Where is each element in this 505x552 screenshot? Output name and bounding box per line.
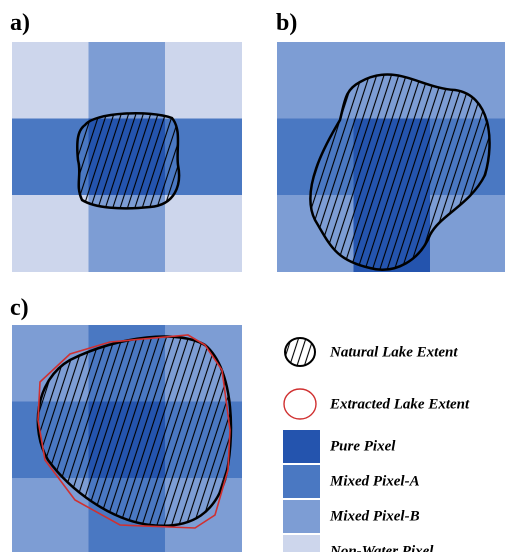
panel-label: b) xyxy=(276,10,297,36)
pixel xyxy=(277,42,354,119)
lake-extent xyxy=(76,112,181,210)
pixel xyxy=(88,42,166,119)
panel-label: c) xyxy=(10,295,29,321)
pixel xyxy=(165,42,242,119)
lake-extent xyxy=(309,73,491,271)
legend-swatch xyxy=(283,535,320,552)
panel-label: a) xyxy=(10,10,30,36)
legend-red-icon xyxy=(283,388,317,420)
legend-label: Extracted Lake Extent xyxy=(329,396,470,412)
legend-label: Natural Lake Extent xyxy=(329,344,458,360)
legend-hatch-icon xyxy=(284,337,316,367)
pixel xyxy=(12,42,89,119)
extracted-extent xyxy=(37,334,231,529)
legend-swatch xyxy=(283,500,320,533)
legend-swatch xyxy=(283,430,320,463)
pixel xyxy=(12,195,89,272)
legend-label: Pure Pixel xyxy=(330,438,396,454)
legend-swatches xyxy=(283,430,320,552)
legend-label: Mixed Pixel-B xyxy=(329,508,420,524)
legend-swatch xyxy=(283,465,320,498)
pixel xyxy=(165,195,242,272)
legend-label: Mixed Pixel-A xyxy=(329,473,420,489)
legend-label: Non-Water Pixel xyxy=(329,543,434,552)
pixel xyxy=(12,118,89,196)
